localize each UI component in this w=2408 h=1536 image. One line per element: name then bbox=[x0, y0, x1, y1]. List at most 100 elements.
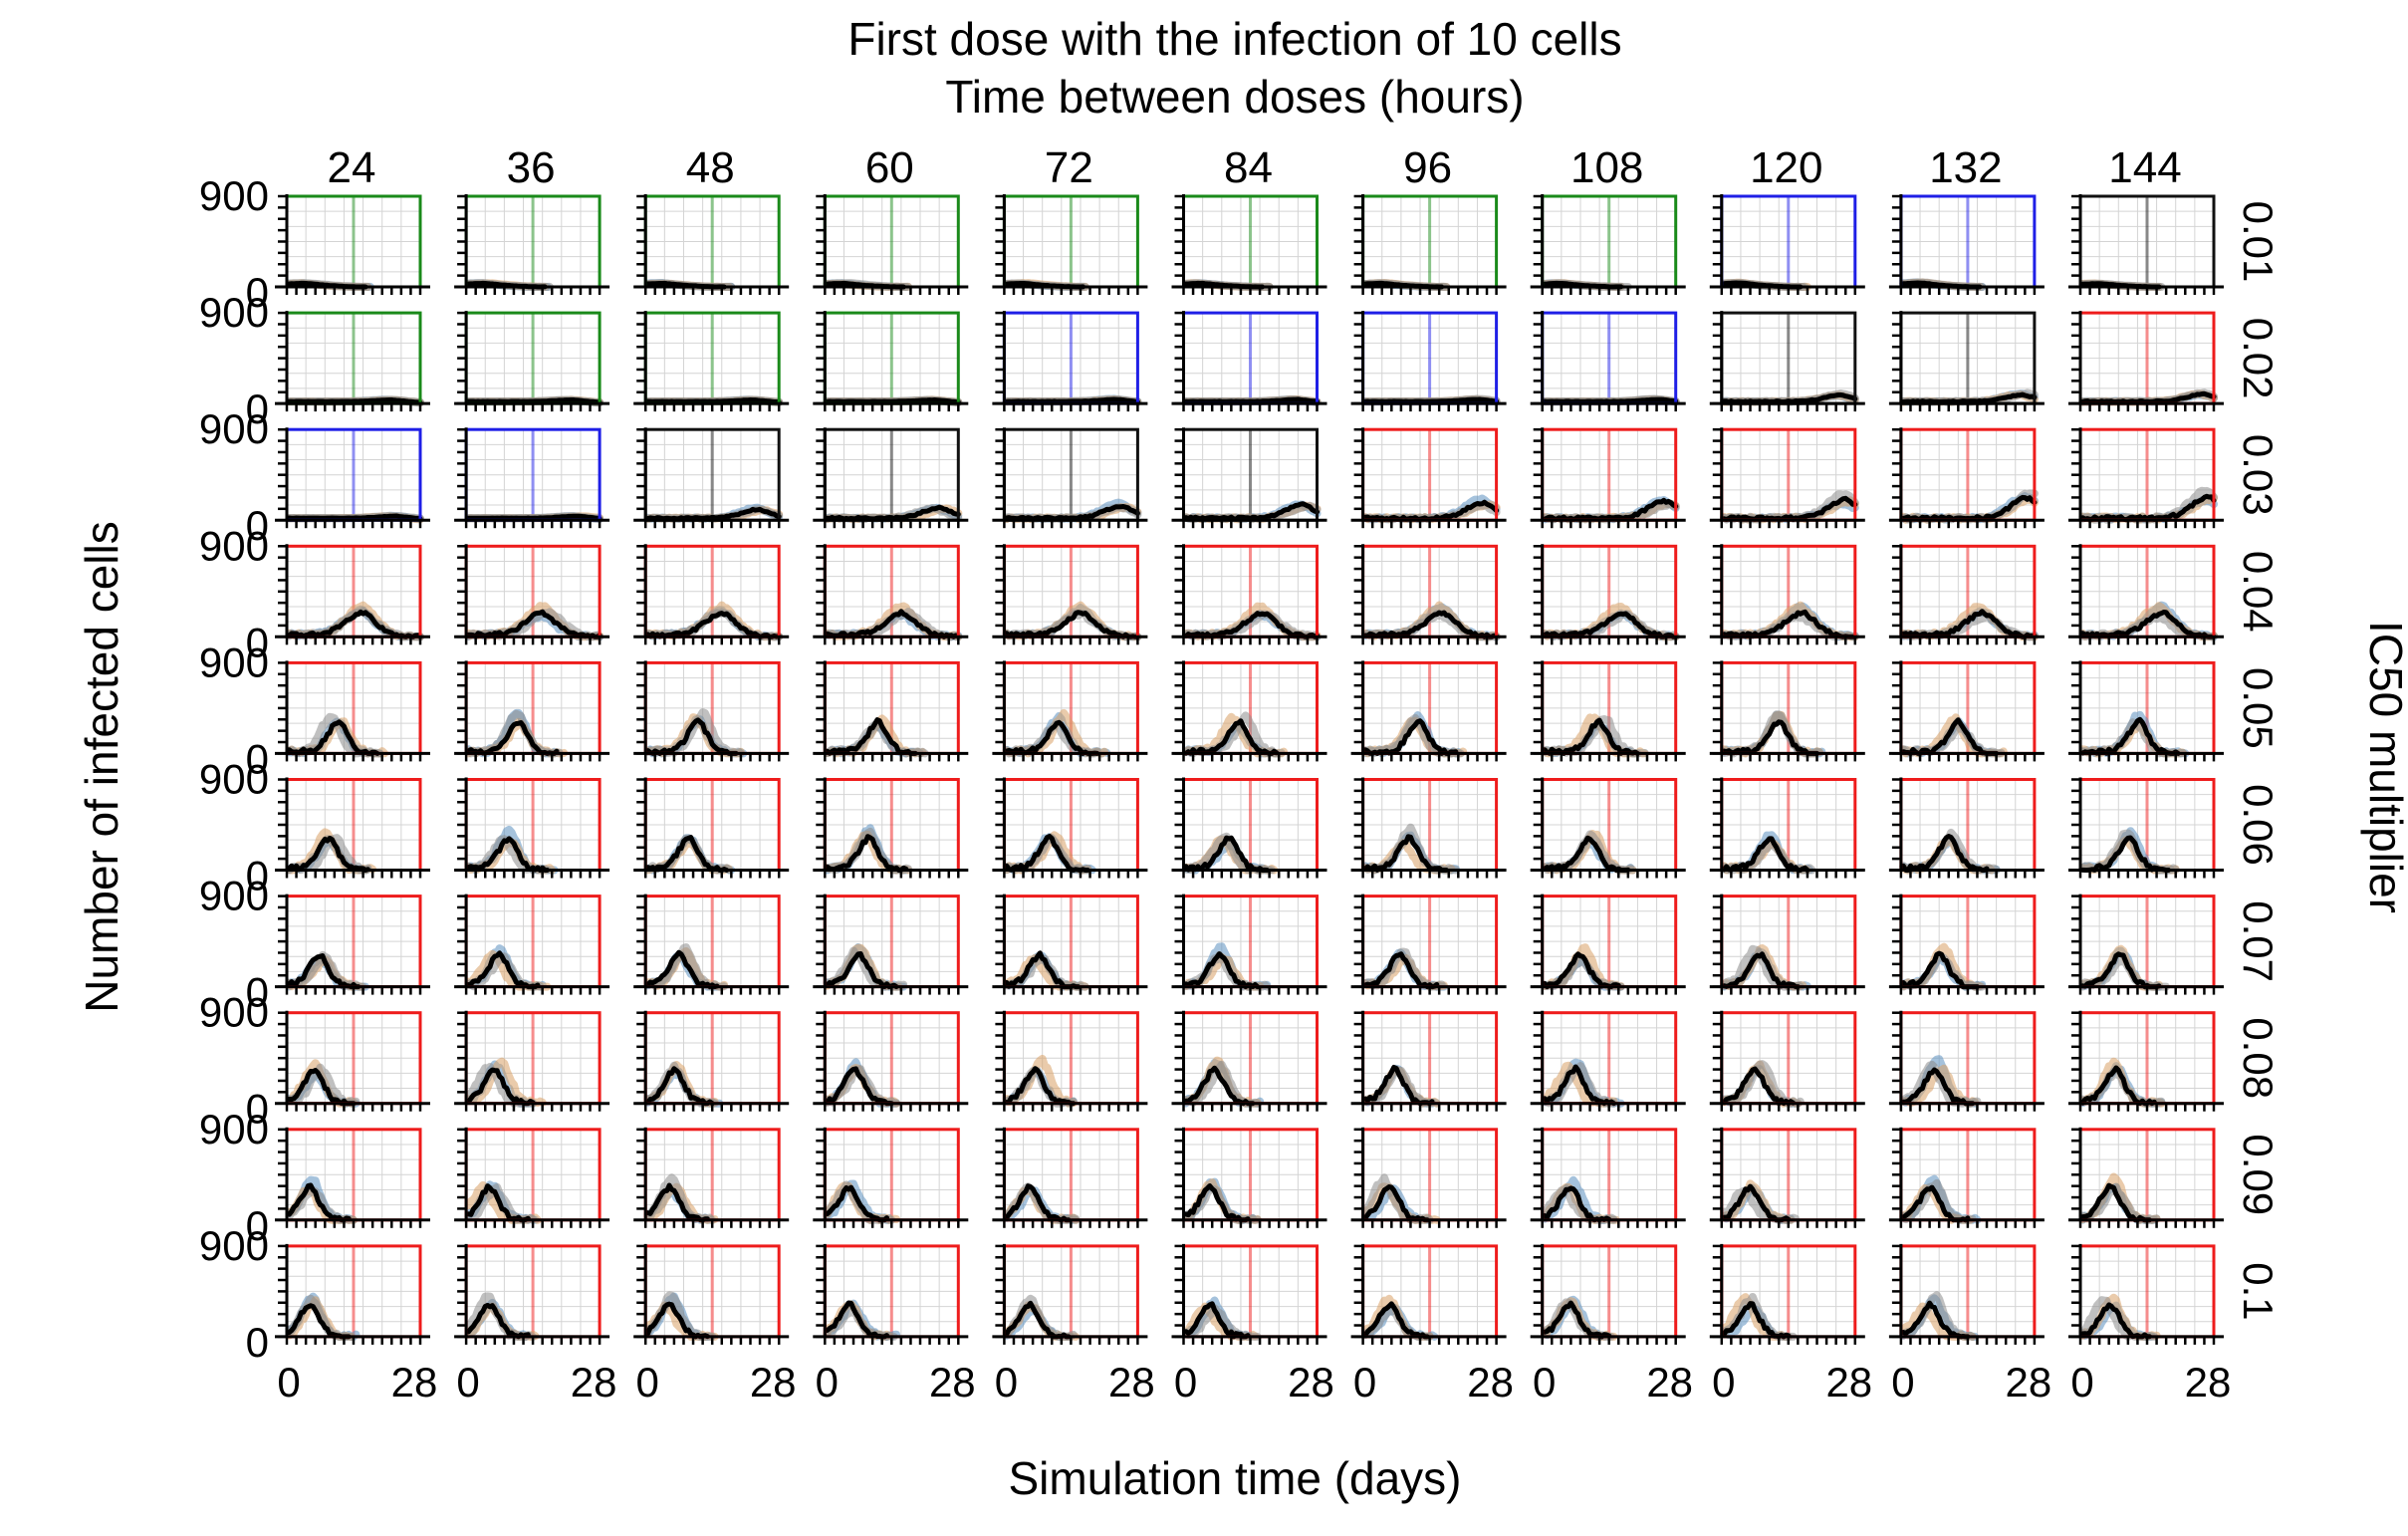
panel-r4-c5 bbox=[1171, 660, 1327, 762]
panel-r3-c2 bbox=[633, 544, 790, 645]
panel-r9-c6: 0 28 bbox=[1350, 1243, 1514, 1406]
series-mean-line bbox=[1542, 1300, 1612, 1340]
panel-grid: 24 36 48 60 72 84 96 108 120 132 144 0.01 0.02 0.03 0.… bbox=[199, 143, 2282, 1406]
column-label-60: 60 bbox=[865, 143, 914, 192]
panel-r1-c2 bbox=[633, 311, 790, 412]
panel-r1-c5 bbox=[1171, 311, 1327, 412]
panel-r3-c1 bbox=[454, 544, 610, 645]
series-mean-line bbox=[1004, 610, 1140, 640]
series-mean-line bbox=[1900, 1067, 1976, 1107]
panel-r0-c4 bbox=[992, 194, 1148, 295]
panel-r9-c5: 0 28 bbox=[1171, 1243, 1334, 1406]
column-label-84: 84 bbox=[1224, 143, 1273, 192]
panel-r9-c10: 0 28 bbox=[2068, 1243, 2231, 1406]
panel-r6-c10 bbox=[2068, 894, 2224, 995]
series-mean-line bbox=[466, 513, 602, 521]
y-tick-label-min: 0 bbox=[246, 853, 269, 899]
series-mean-line bbox=[825, 1184, 889, 1223]
series-mean-line bbox=[825, 397, 961, 405]
panel-r6-c4 bbox=[992, 894, 1148, 995]
chart-subtitle: Time between doses (hours) bbox=[945, 71, 1524, 123]
panel-r9-c9: 0 28 bbox=[1888, 1243, 2051, 1406]
y-tick-label-min: 0 bbox=[246, 619, 269, 665]
x-tick-label-min: 0 bbox=[995, 1359, 1018, 1406]
series-mean-line bbox=[1362, 1184, 1430, 1223]
panel-r7-c1 bbox=[454, 1010, 610, 1112]
panel-r2-c5 bbox=[1171, 427, 1327, 529]
series-mean-line bbox=[1900, 834, 1990, 873]
y-tick-label-max: 900 bbox=[199, 1106, 269, 1152]
panel-r7-c0: 900 0 bbox=[199, 989, 430, 1133]
series-mean-line bbox=[1183, 396, 1320, 404]
series-mean-line bbox=[1183, 718, 1280, 756]
y-tick-label-min: 0 bbox=[246, 502, 269, 549]
panel-r3-c7 bbox=[1530, 544, 1686, 645]
panel-r6-c3 bbox=[813, 894, 969, 995]
panel-r1-c10 bbox=[2068, 311, 2224, 412]
panel-r3-c9 bbox=[1888, 544, 2045, 645]
panel-r1-c1 bbox=[454, 311, 610, 412]
series-mean-line bbox=[1900, 609, 2038, 640]
panel-r9-c8: 0 28 bbox=[1709, 1243, 1872, 1406]
y-axis-label: Number of infected cells bbox=[76, 521, 127, 1012]
y-tick-label-min: 0 bbox=[246, 269, 269, 316]
series-mean-line bbox=[1183, 611, 1320, 640]
panel-r8-c2 bbox=[633, 1127, 790, 1228]
x-tick-label-min: 0 bbox=[636, 1359, 659, 1406]
panel-r4-c10 bbox=[2068, 660, 2224, 762]
series-replicate-line bbox=[643, 708, 745, 758]
column-label-24: 24 bbox=[328, 143, 376, 192]
x-tick-label-min: 0 bbox=[1712, 1359, 1735, 1406]
series-mean-line bbox=[466, 397, 602, 405]
panel-r2-c10 bbox=[2068, 427, 2224, 529]
panel-r6-c2 bbox=[633, 894, 790, 995]
panel-r8-c5 bbox=[1171, 1127, 1327, 1228]
series-mean-line bbox=[645, 1182, 710, 1223]
x-tick-label-min: 0 bbox=[1533, 1359, 1556, 1406]
row-label-0.04: 0.04 bbox=[2235, 551, 2282, 633]
x-axis-label: Simulation time (days) bbox=[1008, 1452, 1461, 1504]
column-label-36: 36 bbox=[507, 143, 556, 192]
y-tick-label-min: 0 bbox=[246, 1319, 269, 1366]
x-tick-label-max: 28 bbox=[1467, 1359, 1514, 1406]
panel-r1-c8 bbox=[1709, 311, 1865, 412]
panel-r2-c4 bbox=[992, 427, 1148, 529]
y-tick-label-max: 900 bbox=[199, 172, 269, 219]
x-tick-label-min: 0 bbox=[1174, 1359, 1197, 1406]
series-mean-line bbox=[286, 513, 423, 522]
y-tick-label-min: 0 bbox=[246, 385, 269, 432]
y-tick-label-min: 0 bbox=[246, 969, 269, 1016]
y-tick-label-min: 0 bbox=[246, 735, 269, 782]
panel-r5-c8 bbox=[1709, 777, 1865, 879]
series-mean-line bbox=[1183, 1301, 1251, 1340]
panel-r4-c6 bbox=[1350, 660, 1507, 762]
panel-r7-c9 bbox=[1888, 1010, 2045, 1112]
series-mean-line bbox=[1542, 396, 1679, 404]
panel-r6-c9 bbox=[1888, 894, 2045, 995]
panel-r7-c4 bbox=[992, 1010, 1148, 1112]
panel-r1-c0: 900 0 bbox=[199, 289, 430, 432]
row-label-0.05: 0.05 bbox=[2235, 667, 2282, 749]
row-label-0.1: 0.1 bbox=[2235, 1262, 2282, 1320]
column-label-48: 48 bbox=[686, 143, 735, 192]
panel-r8-c9 bbox=[1888, 1127, 2045, 1228]
panel-r4-c9 bbox=[1888, 660, 2045, 762]
panel-r6-c8 bbox=[1709, 894, 1865, 995]
series-mean-line bbox=[1362, 718, 1459, 756]
panel-r7-c6 bbox=[1350, 1010, 1507, 1112]
panel-r2-c2 bbox=[633, 427, 790, 529]
series-mean-line bbox=[1004, 396, 1140, 404]
x-tick-label-max: 28 bbox=[391, 1359, 438, 1406]
x-tick-label-max: 28 bbox=[1108, 1359, 1155, 1406]
series-mean-line bbox=[466, 1183, 531, 1223]
panel-r6-c6 bbox=[1350, 894, 1507, 995]
panel-r3-c10 bbox=[2068, 544, 2224, 645]
panel-r4-c4 bbox=[992, 660, 1148, 762]
panel-r4-c0: 900 0 bbox=[199, 639, 430, 782]
series-mean-line bbox=[1362, 951, 1440, 990]
panel-r4-c1 bbox=[454, 660, 610, 762]
column-label-144: 144 bbox=[2108, 143, 2181, 192]
panel-r8-c4 bbox=[992, 1127, 1148, 1228]
y-tick-label-max: 900 bbox=[199, 522, 269, 569]
